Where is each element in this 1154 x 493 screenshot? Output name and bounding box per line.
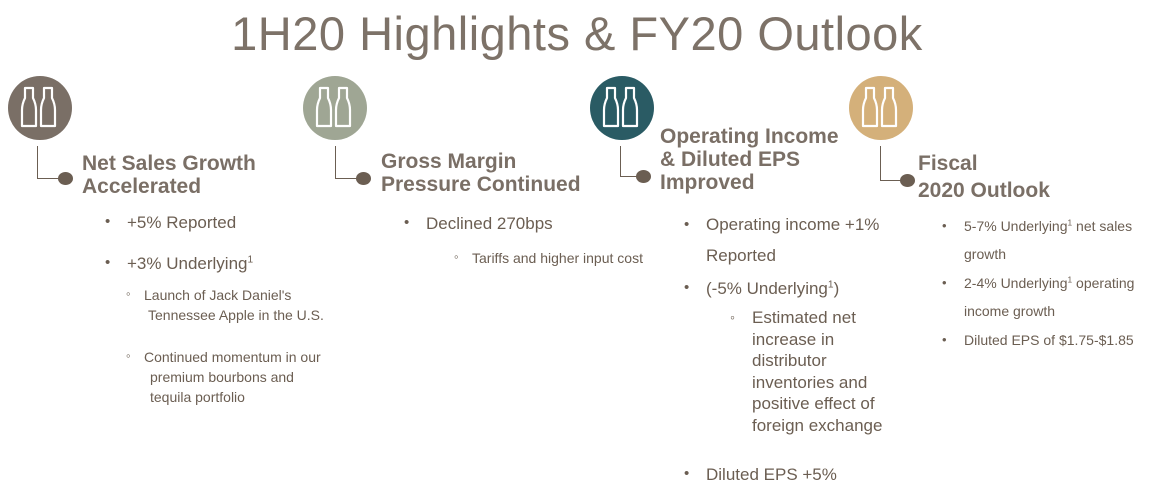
outlook-net-sales: 5-7% Underlying1 net sales growth bbox=[942, 212, 1132, 268]
heading-operating-income: Operating Income & Diluted EPS Improved bbox=[660, 125, 839, 194]
connector-line bbox=[880, 146, 905, 181]
connector-line bbox=[37, 146, 64, 179]
bullet-reported: +5% Reported bbox=[105, 213, 236, 233]
sub-bullet-tariffs: Tariffs and higher input cost bbox=[454, 247, 643, 268]
connector-line bbox=[335, 146, 362, 179]
heading-fiscal-outlook: Fiscal 2020 Outlook bbox=[918, 152, 1050, 202]
bottles-icon bbox=[8, 76, 72, 140]
heading-gross-margin: Gross Margin Pressure Continued bbox=[381, 150, 581, 196]
connector-line bbox=[620, 146, 641, 177]
connector-dot bbox=[636, 170, 651, 183]
connector-dot bbox=[58, 172, 73, 185]
outlook-diluted-eps: Diluted EPS of $1.75-$1.85 bbox=[942, 326, 1134, 354]
sub-bullet-launch: Launch of Jack Daniel's Tennessee Apple … bbox=[126, 284, 324, 325]
bullet-operating-income: Operating income +1% Reported bbox=[684, 209, 879, 271]
bullet-underlying: +3% Underlying1 bbox=[105, 254, 253, 274]
bottles-icon bbox=[590, 76, 654, 140]
sub-bullet-momentum: Continued momentum in our premium bourbo… bbox=[126, 346, 321, 407]
bottles-icon bbox=[303, 76, 367, 140]
connector-dot bbox=[356, 172, 371, 185]
sub-bullet-inventories: Estimated net increase in distributor in… bbox=[730, 307, 883, 436]
heading-net-sales: Net Sales Growth Accelerated bbox=[82, 152, 256, 198]
underlying-note: (-5% Underlying1) bbox=[684, 279, 839, 299]
connector-dot bbox=[900, 174, 915, 187]
page-title: 1H20 Highlights & FY20 Outlook bbox=[231, 7, 923, 60]
outlook-operating-income: 2-4% Underlying1 operating income growth bbox=[942, 269, 1135, 325]
bullet-declined: Declined 270bps bbox=[404, 214, 553, 234]
bottles-icon bbox=[849, 76, 913, 140]
bullet-diluted-eps: Diluted EPS +5% bbox=[684, 465, 837, 485]
